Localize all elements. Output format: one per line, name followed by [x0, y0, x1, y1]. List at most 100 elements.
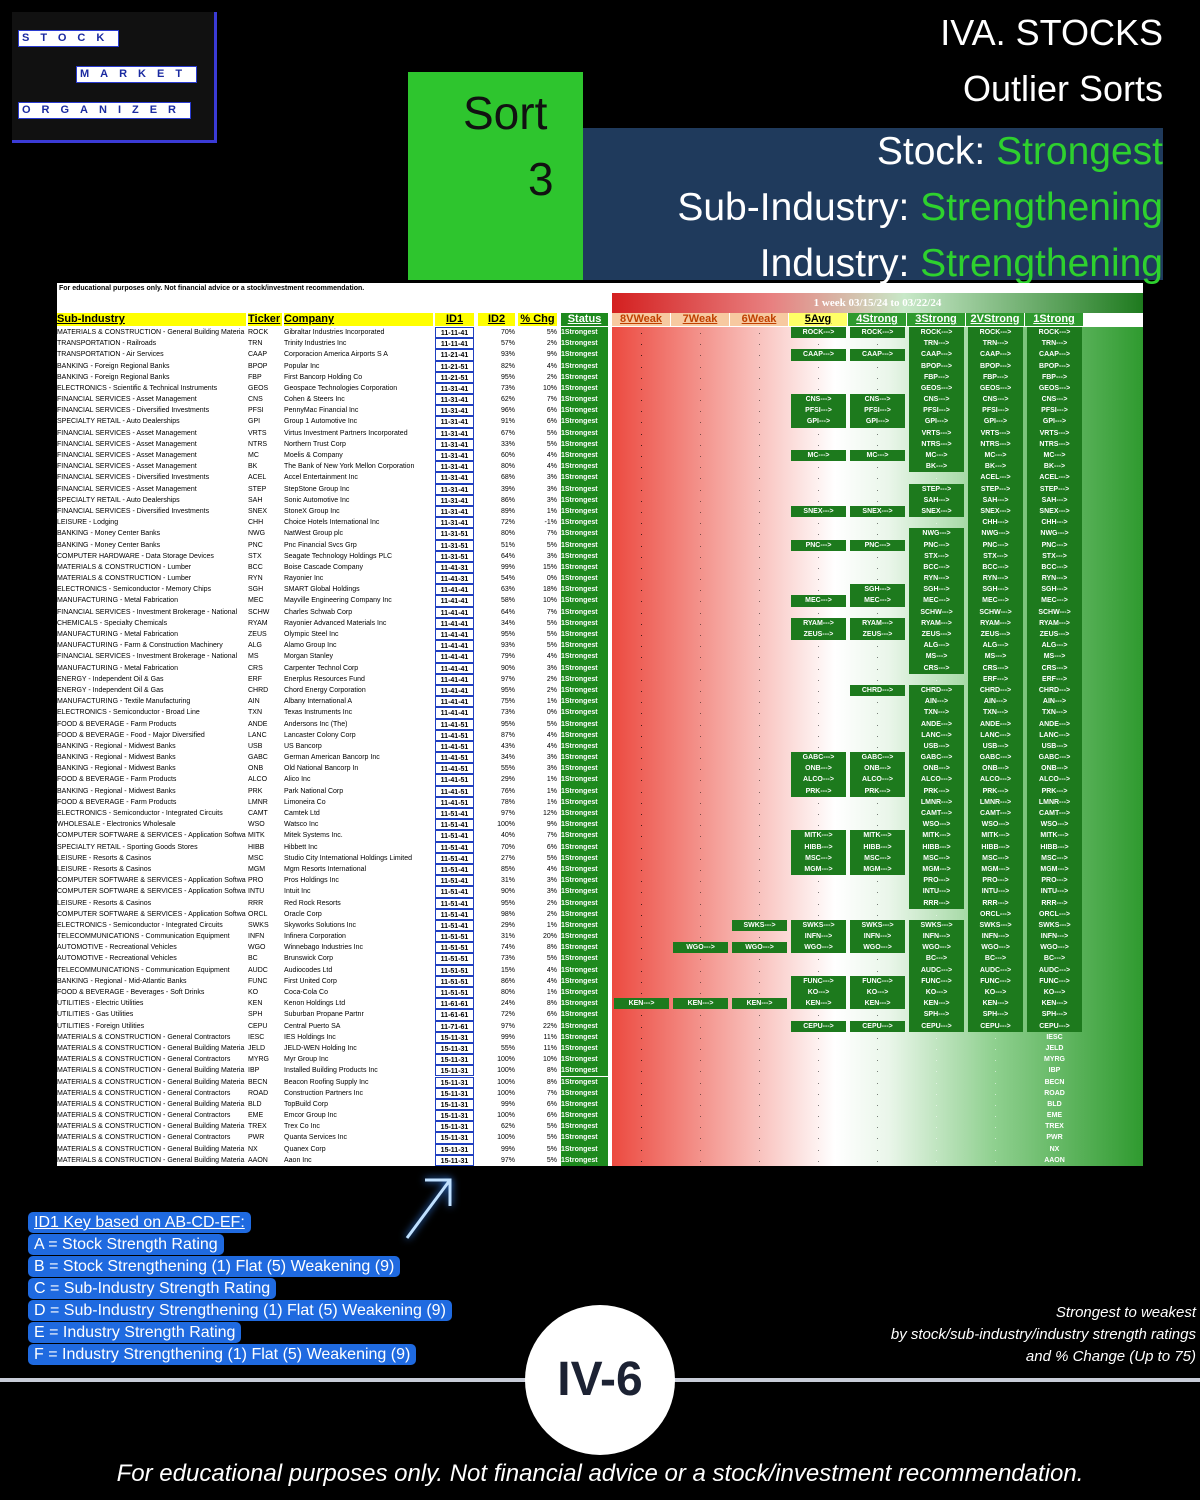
weekly-cell: . — [640, 541, 643, 549]
weekly-cell: . — [640, 463, 643, 471]
weekly-cell: . — [699, 340, 702, 348]
key-line: C = Sub-Industry Strength Rating — [28, 1278, 277, 1299]
cell: 43% — [500, 742, 515, 750]
weekly-cell: PFSI---> — [909, 405, 964, 417]
weekly-cell: . — [699, 854, 702, 862]
weekly-cell: . — [876, 575, 879, 583]
id1-cell: 15-11-31 — [435, 1031, 474, 1043]
cell: 31% — [500, 933, 515, 941]
weekly-cell: . — [640, 642, 643, 650]
weekly-cell: RYN---> — [1027, 573, 1082, 585]
cell: MSC — [248, 854, 264, 862]
weekly-cell: . — [640, 396, 643, 404]
cell: 54% — [500, 575, 515, 583]
weekly-cell: ONB---> — [1027, 763, 1082, 775]
cell: UTILITIES - Foreign Utilities — [57, 1022, 145, 1030]
cell: SAH — [248, 496, 263, 504]
cell: MATERIALS & CONSTRUCTION - General Build… — [57, 1123, 245, 1131]
weekly-cell: GPI---> — [909, 416, 964, 428]
weekly-cell: . — [699, 485, 702, 493]
logo-word: MARKET — [76, 66, 198, 83]
cell: 18% — [542, 586, 557, 594]
weekly-cell: KO---> — [791, 987, 846, 999]
cell: 4% — [546, 977, 557, 985]
weekly-cell: . — [640, 608, 643, 616]
weekly-cell: WSO---> — [1027, 819, 1082, 831]
column-header: 2VStrong — [966, 313, 1024, 326]
cell: 100% — [497, 1112, 515, 1120]
weekly-cell: . — [817, 1112, 820, 1120]
id1-cell: 11-51-51 — [435, 964, 474, 976]
column-header: 5Avg — [789, 313, 847, 326]
cell: 86% — [500, 496, 515, 504]
weekly-cell: . — [640, 821, 643, 829]
weekly-cell: . — [876, 675, 879, 683]
cell: MATERIALS & CONSTRUCTION - General Contr… — [57, 1056, 231, 1064]
weekly-cell: . — [699, 1145, 702, 1153]
weekly-cell: . — [876, 474, 879, 482]
weekly-cell: . — [876, 720, 879, 728]
weekly-cell: . — [640, 944, 643, 952]
weekly-cell: . — [699, 384, 702, 392]
weekly-cell: GABC---> — [909, 752, 964, 764]
id1-cell: 15-11-31 — [435, 1087, 474, 1099]
cell: 99% — [500, 563, 515, 571]
weekly-cell: CRS---> — [1027, 662, 1082, 674]
cell: 95% — [500, 899, 515, 907]
weekly-cell: . — [640, 910, 643, 918]
status-cell: 1Strongest — [561, 416, 608, 428]
cell: 97% — [500, 1156, 515, 1164]
weekly-cell: . — [640, 1056, 643, 1064]
weekly-cell: . — [640, 552, 643, 560]
weekly-cell: . — [758, 1145, 761, 1153]
criterion: Stock: Strongest — [583, 128, 1163, 184]
cell: 15% — [500, 966, 515, 974]
cell: 39% — [500, 485, 515, 493]
weekly-cell: . — [876, 966, 879, 974]
weekly-cell: ALCO---> — [791, 774, 846, 786]
status-cell: 1Strongest — [561, 673, 608, 685]
weekly-cell: . — [699, 977, 702, 985]
id1-cell: 11-31-41 — [435, 505, 474, 518]
id1-cell: 15-11-31 — [435, 1042, 474, 1055]
weekly-cell: WGO---> — [909, 942, 964, 954]
weekly-cell: MITK---> — [968, 830, 1023, 842]
weekly-cell: . — [758, 1100, 761, 1108]
weekly-cell: . — [758, 720, 761, 728]
cell: 91% — [500, 418, 515, 426]
weekly-cell: . — [994, 1044, 997, 1052]
weekly-cell: . — [758, 1134, 761, 1142]
id1-cell: 11-41-51 — [435, 785, 474, 797]
cell: 97% — [500, 810, 515, 818]
cell: 7% — [546, 530, 557, 538]
status-cell: 1Strongest — [561, 942, 608, 954]
weekly-cell: BPOP---> — [1027, 360, 1082, 372]
cell: ZEUS — [248, 631, 267, 639]
id1-cell: 11-31-51 — [435, 550, 474, 562]
weekly-cell: . — [640, 1011, 643, 1019]
weekly-cell: ALG---> — [1027, 640, 1082, 652]
weekly-cell: . — [699, 865, 702, 873]
weekly-cell: . — [994, 1089, 997, 1097]
weekly-cell: . — [699, 507, 702, 515]
cell: AIN — [248, 698, 260, 706]
weekly-cell: . — [699, 452, 702, 460]
weekly-cell: STEP---> — [1027, 483, 1082, 495]
cell: Construction Partners Inc — [284, 1089, 363, 1097]
id1-cell: 11-71-61 — [435, 1020, 474, 1032]
weekly-cell: . — [817, 1123, 820, 1131]
cell: ELECTRONICS - Semiconductor - Memory Chi… — [57, 586, 212, 594]
weekly-cell: . — [758, 519, 761, 527]
id1-cell: 11-31-41 — [435, 438, 474, 451]
weekly-cell: PRK---> — [968, 785, 1023, 797]
cell: Trinity Industries Inc — [284, 340, 347, 348]
status-cell: 1Strongest — [561, 606, 608, 618]
weekly-cell: . — [758, 429, 761, 437]
cell: STX — [248, 552, 262, 560]
status-cell: 1Strongest — [561, 919, 608, 932]
cell: 100% — [497, 1089, 515, 1097]
weekly-cell: SWKS---> — [791, 919, 846, 932]
weekly-cell: . — [640, 1156, 643, 1164]
weekly-cell: MS---> — [968, 651, 1023, 663]
criterion-value: Strengthening — [920, 186, 1163, 229]
